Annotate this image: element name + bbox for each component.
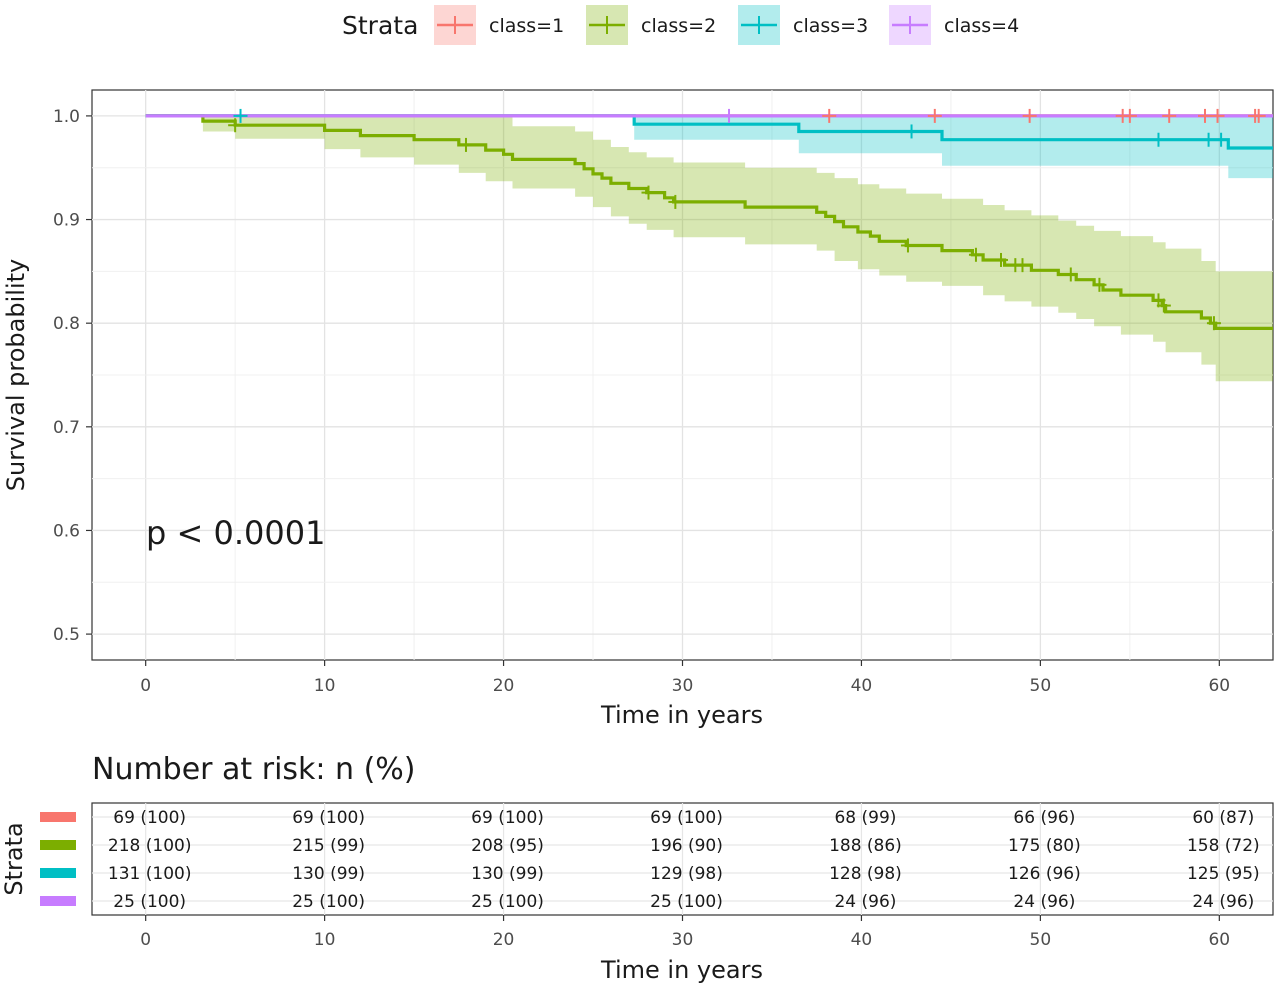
risk-cell: 68 (99) <box>834 808 896 828</box>
risk-row-key-class-2 <box>40 840 76 850</box>
risk-table: Number at risk: n (%) 69 (100) 69 (100) 69… <box>0 752 1274 984</box>
y-tick-label: 1.0 <box>53 107 80 127</box>
x-tick-label: 60 <box>1208 676 1230 696</box>
legend-label-class-4: class=4 <box>944 15 1019 37</box>
risk-row-key-class-4 <box>40 896 76 906</box>
y-axis-title: Survival probability <box>2 259 30 491</box>
risk-cell: 175 (80) <box>1008 836 1081 856</box>
risk-cell: 25 (100) <box>471 892 544 912</box>
legend-label-class-1: class=1 <box>489 15 564 37</box>
legend: Strata class=1 class=2 class=3 class=4 <box>342 5 1019 45</box>
risk-cell: 130 (99) <box>292 864 365 884</box>
risk-cell: 126 (96) <box>1008 864 1081 884</box>
survival-curve-class-2 <box>145 114 1273 330</box>
x-tick-label: 40 <box>851 676 873 696</box>
risk-cell: 69 (100) <box>650 808 723 828</box>
risk-cell: 218 (100) <box>108 836 192 856</box>
risk-cell: 25 (100) <box>650 892 723 912</box>
risk-cell: 215 (99) <box>292 836 365 856</box>
legend-title: Strata <box>342 11 418 40</box>
risk-cell: 69 (100) <box>292 808 365 828</box>
risk-cell: 125 (95) <box>1187 864 1260 884</box>
risk-row-key-class-3 <box>40 868 76 878</box>
risk-x-tick-label: 50 <box>1030 930 1052 950</box>
risk-x-tick-label: 40 <box>851 930 873 950</box>
x-tick-label: 0 <box>140 676 151 696</box>
confidence-band-class-2 <box>145 115 1274 382</box>
y-tick-label: 0.9 <box>53 211 80 231</box>
x-tick-label: 50 <box>1030 676 1052 696</box>
legend-label-class-2: class=2 <box>641 15 716 37</box>
risk-cell: 69 (100) <box>471 808 544 828</box>
risk-x-tick-label: 30 <box>672 930 694 950</box>
x-tick-label: 20 <box>493 676 515 696</box>
survival-plot: 0 10 20 30 40 50 60 0.5 0.6 0.7 0.8 0.9 1.0 p < 0.00… <box>2 89 1274 729</box>
confidence-band-class-3 <box>145 115 1274 179</box>
risk-cell: 24 (96) <box>834 892 896 912</box>
legend-label-class-3: class=3 <box>793 15 868 37</box>
x-axis-title: Time in years <box>600 701 763 729</box>
risk-x-tick-label: 0 <box>140 930 151 950</box>
risk-cell: 208 (95) <box>471 836 544 856</box>
risk-table-x-axis-title: Time in years <box>600 956 763 984</box>
p-value-annotation: p < 0.0001 <box>146 514 325 552</box>
risk-cell: 60 (87) <box>1192 808 1254 828</box>
y-tick-label: 0.7 <box>53 418 80 438</box>
risk-table-title: Number at risk: n (%) <box>92 752 416 787</box>
risk-cell: 131 (100) <box>108 864 192 884</box>
risk-cell: 25 (100) <box>292 892 365 912</box>
risk-cell: 66 (96) <box>1013 808 1075 828</box>
risk-cell: 24 (96) <box>1192 892 1254 912</box>
risk-cell: 158 (72) <box>1187 836 1260 856</box>
risk-table-strata-label: Strata <box>0 822 28 895</box>
risk-x-tick-label: 60 <box>1208 930 1230 950</box>
risk-cell: 25 (100) <box>113 892 186 912</box>
risk-row-key-class-1 <box>40 812 76 822</box>
y-tick-label: 0.6 <box>53 521 80 541</box>
risk-cell: 196 (90) <box>650 836 723 856</box>
survival-curve-class-3 <box>145 114 1273 150</box>
risk-cell: 129 (98) <box>650 864 723 884</box>
x-tick-label: 30 <box>672 676 694 696</box>
risk-x-tick-label: 20 <box>493 930 515 950</box>
risk-cell: 188 (86) <box>829 836 902 856</box>
x-tick-label: 10 <box>314 676 336 696</box>
risk-cell: 69 (100) <box>113 808 186 828</box>
risk-cell: 24 (96) <box>1013 892 1075 912</box>
y-tick-label: 0.5 <box>53 625 80 645</box>
risk-cell: 130 (99) <box>471 864 544 884</box>
y-tick-label: 0.8 <box>53 314 80 334</box>
risk-cell: 128 (98) <box>829 864 902 884</box>
risk-x-tick-label: 10 <box>314 930 336 950</box>
